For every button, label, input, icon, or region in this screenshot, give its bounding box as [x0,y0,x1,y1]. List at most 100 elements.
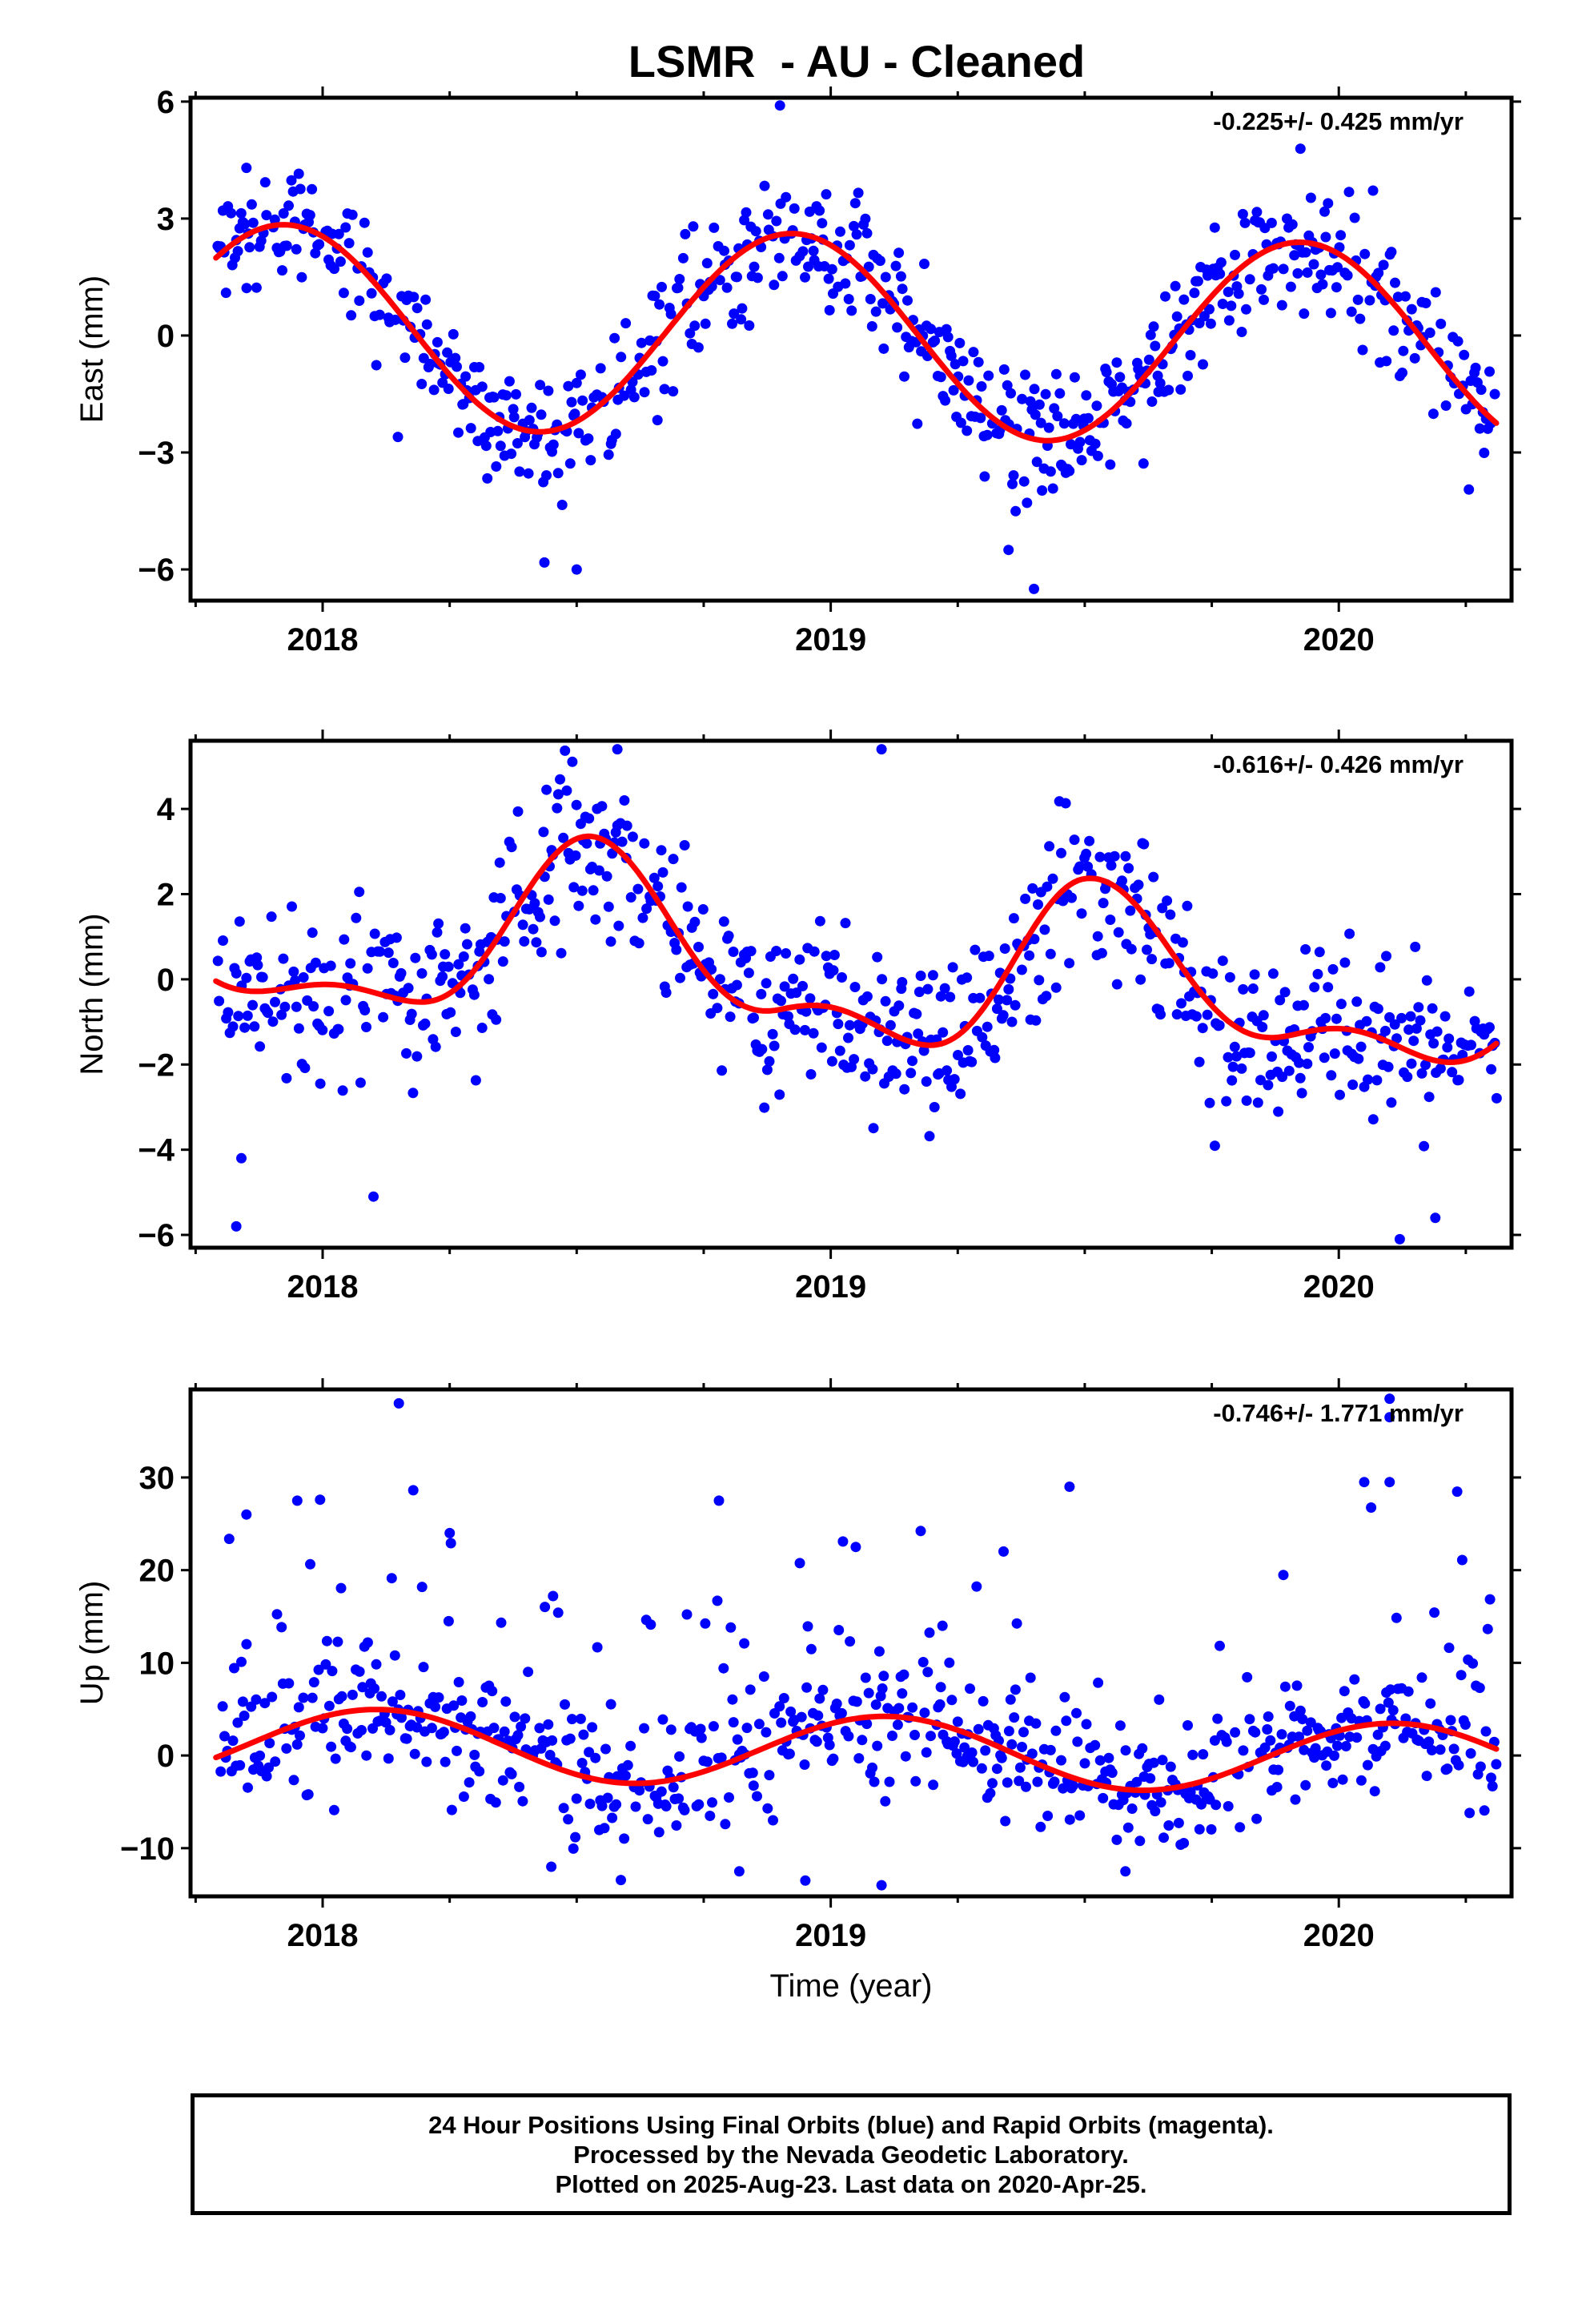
data-point [1034,975,1045,986]
data-point [223,1007,234,1018]
data-point [517,919,528,931]
data-point [1111,979,1122,990]
data-point [912,418,923,429]
data-point [241,1638,252,1650]
data-point [418,1662,429,1673]
data-point [708,1721,719,1732]
data-point [741,1723,753,1734]
data-point [1182,370,1193,381]
data-point [354,1666,365,1677]
data-point [833,1019,844,1030]
data-point [223,1534,235,1545]
data-point [633,938,644,949]
x-tick-label: 2018 [287,1269,359,1305]
data-point [645,1619,656,1630]
data-point [973,356,984,368]
data-point [508,404,519,415]
data-point [1145,1773,1156,1784]
data-point [412,303,423,314]
data-point [877,298,888,309]
data-point [1070,413,1082,424]
data-point [661,987,672,998]
data-point [1206,1823,1217,1835]
data-point [592,1642,603,1653]
data-point [817,1684,829,1695]
data-point [430,1041,441,1052]
data-point [354,887,365,898]
data-point [445,1007,456,1018]
data-point [1283,1065,1295,1076]
data-point [1296,1088,1307,1099]
data-point [1295,1705,1306,1716]
data-point [408,1485,419,1496]
data-point [251,282,262,293]
data-point [679,1804,690,1815]
data-point [648,872,660,883]
y-tick-label: −6 [138,1218,175,1253]
data-point [1276,1729,1287,1740]
data-point [1396,1012,1407,1023]
data-point [733,1866,745,1877]
data-point [1294,1731,1304,1743]
data-point [1442,1042,1453,1053]
data-point [977,1031,988,1043]
data-point [491,1014,502,1025]
data-point [516,1721,527,1732]
data-point [386,1573,397,1584]
data-point [1148,871,1159,883]
data-point [412,1722,423,1733]
data-point [416,1582,428,1593]
data-point [1045,1744,1056,1755]
data-point [646,365,657,376]
data-point [867,1762,877,1773]
data-point [362,963,373,974]
data-point [1475,1761,1486,1772]
data-point [552,1607,564,1618]
data-point [596,801,608,812]
data-point [1290,1794,1301,1805]
data-point [713,1495,725,1506]
data-point [1443,1642,1455,1654]
data-point [973,1723,984,1735]
data-point [1221,1096,1232,1107]
data-point [474,362,485,372]
data-point [1406,304,1417,315]
data-point [395,1690,406,1700]
data-point [779,981,790,992]
data-point [599,1823,610,1834]
data-point [1464,1807,1476,1819]
data-point [1017,1742,1027,1752]
data-point [1267,1051,1277,1062]
data-point [517,1795,528,1807]
data-point [1185,1787,1196,1798]
data-point [1427,408,1439,420]
data-point [843,1731,854,1742]
data-point [1474,1683,1485,1694]
data-point [679,840,690,850]
data-point [1024,950,1035,961]
data-point [1352,294,1363,305]
data-point [781,948,792,959]
data-point [443,961,454,972]
footer-line-dates: Plotted on 2025-Aug-23. Last data on 202… [555,2169,1147,2198]
data-point [1177,937,1188,948]
data-point [919,259,930,269]
data-point [460,923,471,934]
data-point [462,939,472,950]
data-point [1007,478,1018,489]
data-point [443,384,454,394]
data-point [1229,1041,1240,1052]
data-point [625,1740,636,1751]
data-point [1405,1011,1416,1022]
data-point [1415,1015,1426,1026]
data-point [1484,1022,1495,1033]
data-point [560,1699,570,1710]
data-point [1371,1075,1383,1086]
data-point [958,356,969,367]
data-point [470,1075,481,1086]
data-point [1008,913,1019,924]
up-panel: −10 0 10 20 30 2018 2019 2020 Up (mm) Time (year)… [74,1378,1521,2004]
data-point [1323,982,1334,993]
data-point [283,200,294,211]
data-point [496,1617,507,1628]
